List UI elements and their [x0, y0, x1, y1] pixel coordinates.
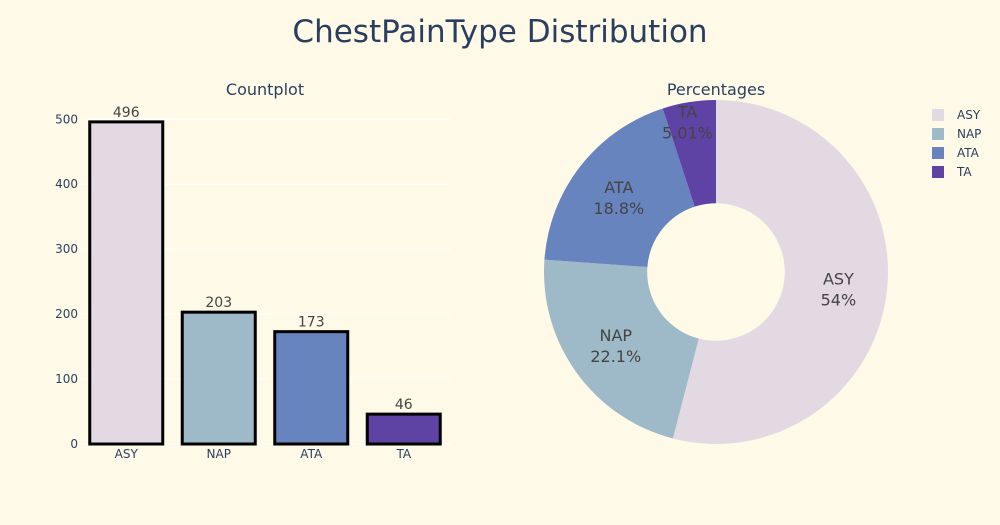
y-tick-label: 100: [55, 372, 78, 386]
slice-percent-label: 5.01%: [662, 123, 713, 142]
countplot-title: Countplot: [226, 80, 304, 99]
legend-swatch: [932, 109, 944, 121]
y-tick-label: 0: [70, 437, 78, 451]
slice-label: ASY: [823, 270, 854, 289]
pie-slice: [672, 100, 888, 444]
bar: [180, 310, 257, 446]
legend-swatch: [932, 147, 944, 159]
pie-slice: [662, 100, 716, 207]
x-tick-label: ASY: [115, 447, 139, 461]
slice-label: NAP: [599, 326, 632, 345]
bar: [88, 120, 165, 446]
y-tick-label: 500: [55, 112, 78, 126]
x-tick-label: ATA: [300, 447, 323, 461]
slice-label: ATA: [604, 178, 633, 197]
bar-data-label: 173: [298, 315, 325, 331]
bar-y-axis: 0 100 200 300 400 500: [55, 112, 78, 451]
legend-item-label: TA: [956, 165, 972, 179]
pie-slice: [544, 108, 695, 268]
y-tick-label: 400: [55, 177, 78, 191]
legend-item-label: ASY: [957, 108, 981, 122]
bar: [273, 330, 350, 446]
bar: [365, 412, 442, 446]
legend: ASY NAP ATA TA: [932, 108, 981, 179]
legend-item-label: NAP: [957, 127, 981, 141]
y-tick-label: 300: [55, 242, 78, 256]
slice-percent-label: 18.8%: [593, 199, 644, 218]
slice-percent-label: 22.1%: [590, 347, 641, 366]
x-tick-label: NAP: [207, 447, 231, 461]
percentages-title: Percentages: [667, 80, 765, 99]
pie-series: ASY 54% NAP 22.1% ATA 18.8% TA 5.01%: [543, 100, 888, 444]
chart-title: ChestPainType Distribution: [292, 14, 708, 50]
bar-data-label: 203: [205, 295, 232, 311]
bar-data-label: 46: [395, 397, 413, 413]
y-tick-label: 200: [55, 307, 78, 321]
bar-series: 496 ASY 203 NAP 173 ATA 46 TA: [88, 105, 442, 461]
legend-item-label: ATA: [957, 146, 980, 160]
x-tick-label: TA: [395, 447, 411, 461]
bar-data-label: 496: [113, 105, 140, 121]
pie-slice: [543, 259, 699, 439]
slice-label: TA: [677, 102, 698, 121]
legend-swatch: [932, 166, 944, 178]
slice-percent-label: 54%: [821, 291, 857, 310]
legend-swatch: [932, 128, 944, 140]
